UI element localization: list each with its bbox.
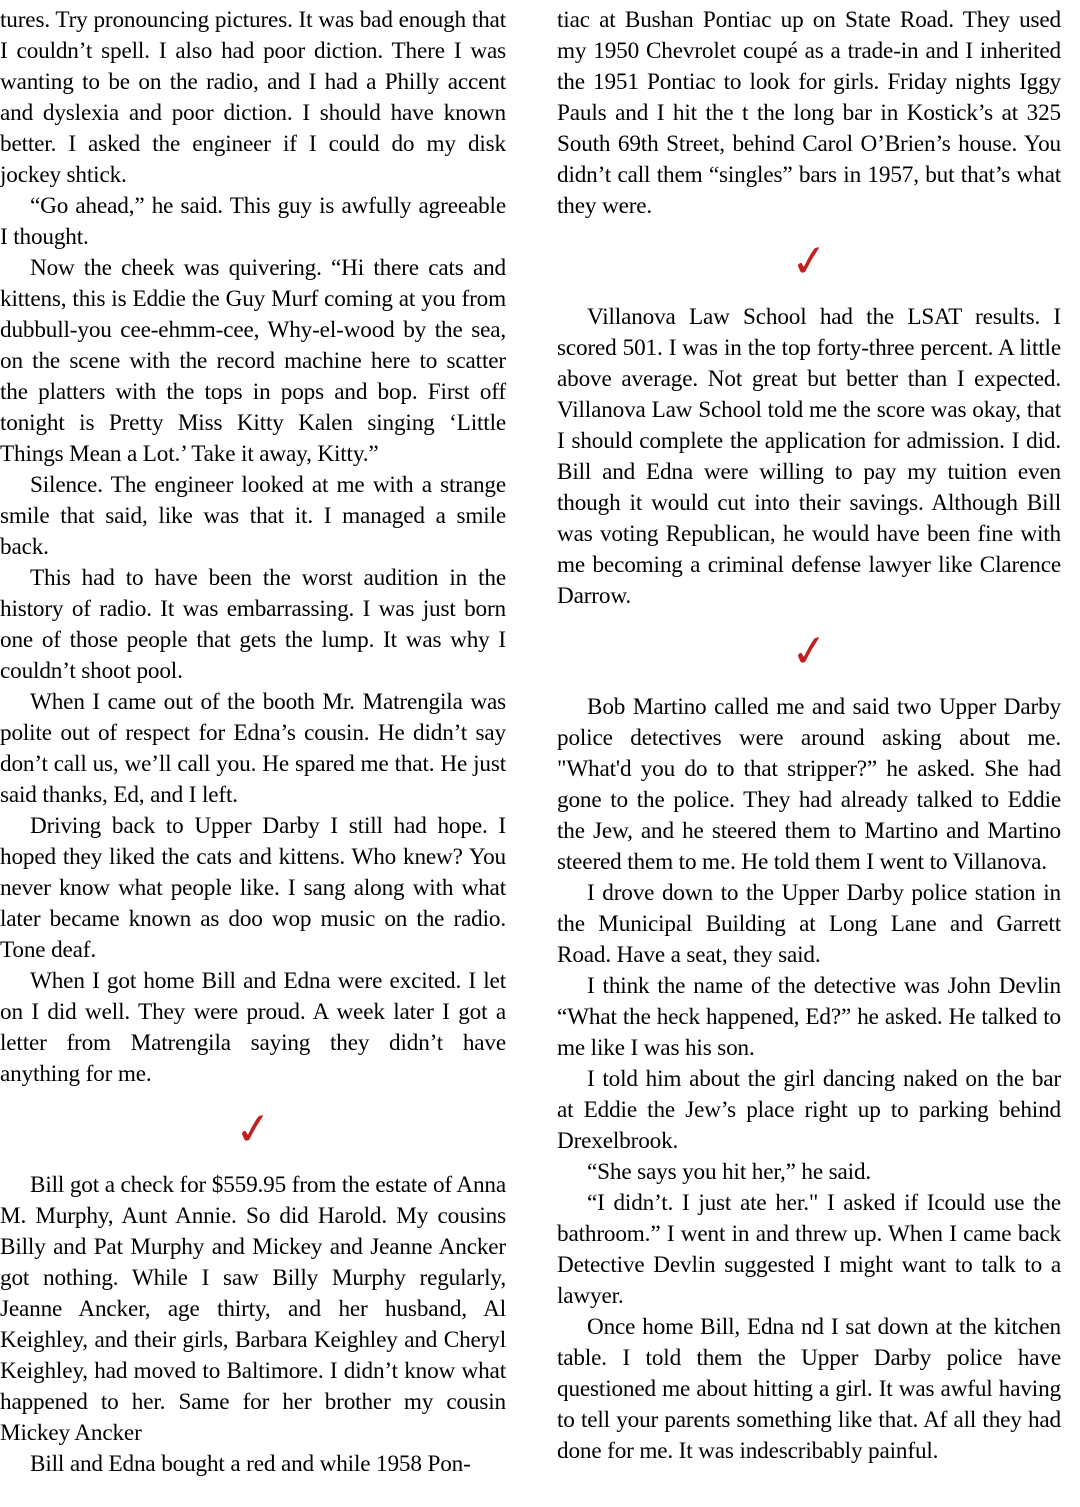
paragraph: Now the cheek was quivering. “Hi there c… bbox=[0, 255, 506, 467]
paragraph: Bill and Edna bought a red and while 195… bbox=[30, 1451, 471, 1477]
paragraph: tiac at Bushan Pontiac up on State Road.… bbox=[557, 7, 1061, 219]
paragraph: This had to have been the worst audition… bbox=[0, 565, 506, 684]
paragraph: “Go ahead,” he said. This guy is awfully… bbox=[0, 193, 506, 250]
paragraph: “She says you hit her,” he said. bbox=[587, 1159, 872, 1185]
paragraph: When I came out of the booth Mr. Matreng… bbox=[0, 689, 506, 808]
paragraph: Bill got a check for $559.95 from the es… bbox=[0, 1172, 506, 1446]
paragraph: Driving back to Upper Darby I still had … bbox=[0, 813, 506, 963]
paragraph: I told him about the girl dancing naked … bbox=[557, 1066, 1061, 1154]
paragraph: When I got home Bill and Edna were excit… bbox=[0, 968, 506, 1087]
paragraph: Silence. The engineer looked at me with … bbox=[0, 472, 506, 560]
paragraph: Bob Martino called me and said two Upper… bbox=[557, 694, 1061, 875]
paragraph: Once home Bill, Edna nd I sat down at th… bbox=[557, 1314, 1061, 1464]
paragraph: “I didn’t. I just ate her." I asked if I… bbox=[557, 1190, 1061, 1309]
section-divider: ✓ bbox=[557, 222, 1061, 302]
text-column-left: tures. Try pronouncing pictures. It was … bbox=[0, 5, 506, 1480]
paragraph: tures. Try pronouncing pictures. It was … bbox=[0, 7, 506, 188]
text-column-right: tiac at Bushan Pontiac up on State Road.… bbox=[557, 5, 1061, 1480]
section-divider: ✓ bbox=[557, 612, 1061, 692]
red-checkmark-icon: ✓ bbox=[232, 1102, 274, 1157]
red-checkmark-icon: ✓ bbox=[788, 624, 830, 679]
paragraph: I think the name of the detective was Jo… bbox=[557, 973, 1061, 1061]
section-divider: ✓ bbox=[0, 1090, 506, 1170]
paragraph: I drove down to the Upper Darby police s… bbox=[557, 880, 1061, 968]
paragraph: Villanova Law School had the LSAT result… bbox=[557, 304, 1061, 609]
red-checkmark-icon: ✓ bbox=[788, 234, 830, 289]
